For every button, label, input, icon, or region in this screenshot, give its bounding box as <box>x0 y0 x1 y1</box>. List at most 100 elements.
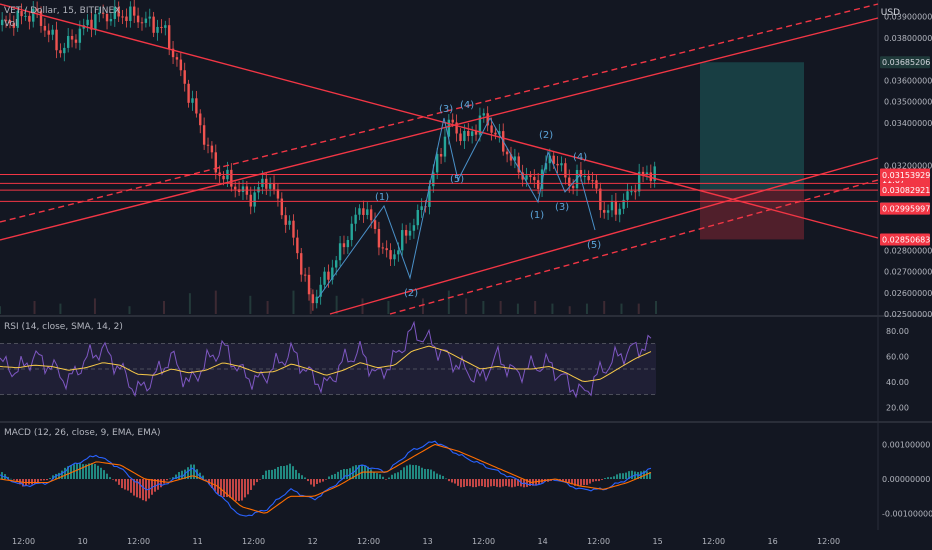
volume-bar <box>465 298 468 314</box>
candle-body <box>144 18 148 23</box>
candle-body <box>634 191 637 193</box>
candle-body <box>494 132 497 135</box>
macd-histogram-bar <box>397 472 399 479</box>
volume-bar <box>214 290 217 314</box>
macd-histogram-bar <box>466 479 468 487</box>
candle-body <box>606 210 610 213</box>
candle-body <box>366 209 369 215</box>
macd-histogram-bar <box>193 464 195 479</box>
macd-histogram-bar <box>253 479 255 486</box>
trend-line <box>389 179 879 315</box>
candle-body <box>156 26 159 33</box>
macd-histogram-bar <box>535 479 537 486</box>
candle-body <box>358 208 361 215</box>
macd-histogram-bar <box>589 479 591 484</box>
macd-histogram-bar <box>43 479 45 481</box>
elliott-wave-path <box>317 116 596 299</box>
candle-body <box>571 185 575 189</box>
macd-histogram-bar <box>505 479 507 486</box>
macd-histogram-bar <box>568 479 570 483</box>
volume-bar <box>309 288 312 314</box>
macd-histogram-bar <box>259 479 261 480</box>
macd-histogram-bar <box>451 479 453 483</box>
macd-histogram-bar <box>97 465 99 479</box>
trend-line <box>0 17 879 241</box>
macd-histogram-bar <box>271 469 273 479</box>
candle-body <box>74 39 78 43</box>
macd-histogram-bar <box>571 479 573 485</box>
macd-tick-label: 0.00000000 <box>882 475 930 484</box>
candle-body <box>362 208 365 215</box>
price-tag-label: 0.02995997 <box>882 205 930 214</box>
candle-body <box>43 25 47 31</box>
price-tick-label: 0.03400000 <box>884 119 932 128</box>
macd-histogram-bar <box>169 478 171 480</box>
candle-body <box>234 186 237 190</box>
macd-histogram-bar <box>106 473 108 479</box>
candle-body <box>490 125 493 133</box>
macd-histogram-bar <box>49 478 51 479</box>
macd-histogram-bar <box>94 464 96 479</box>
candle-body <box>117 7 120 17</box>
price-tick-label: 0.02800000 <box>884 246 932 255</box>
candle-body <box>556 163 559 166</box>
macd-histogram-bar <box>34 479 36 484</box>
candle-body <box>129 6 132 21</box>
candle-body <box>529 175 532 177</box>
candle-body <box>408 230 412 236</box>
macd-histogram-bar <box>67 466 69 479</box>
price-tick-label: 0.02600000 <box>884 289 932 298</box>
macd-histogram-bar <box>358 465 360 479</box>
candle-body <box>315 296 318 304</box>
price-tag-label: 0.03082921 <box>882 186 930 195</box>
macd-histogram-bar <box>601 479 603 480</box>
candle-body <box>416 210 419 226</box>
volume-bar <box>387 301 390 314</box>
macd-histogram-bar <box>70 465 72 479</box>
macd-histogram-bar <box>232 479 234 500</box>
macd-histogram-bar <box>511 479 513 488</box>
volume-bar <box>93 298 96 314</box>
candle-body <box>63 47 66 54</box>
macd-histogram-bar <box>76 463 78 479</box>
candle-body <box>385 248 388 251</box>
candle-body <box>47 30 50 35</box>
time-tick-label: 16 <box>768 537 778 546</box>
candle-body <box>133 6 136 16</box>
macd-histogram-bar <box>61 470 63 479</box>
time-tick-label: 12:00 <box>472 537 495 546</box>
macd-histogram-bar <box>421 467 423 479</box>
candle-body <box>610 201 614 211</box>
macd-histogram-bar <box>202 475 204 479</box>
candle-body <box>401 230 404 251</box>
candle-body <box>101 12 105 14</box>
candle-body <box>369 209 373 221</box>
candle-body <box>59 50 62 54</box>
macd-histogram-bar <box>175 474 177 479</box>
macd-histogram-bar <box>514 479 516 487</box>
macd-histogram-bar <box>439 474 441 479</box>
macd-line <box>0 440 652 517</box>
candle-body <box>591 180 594 182</box>
volume-bar <box>128 306 131 314</box>
macd-histogram-bar <box>298 473 300 479</box>
macd-histogram-bar <box>382 476 384 479</box>
candle-body <box>4 19 8 21</box>
candle-body <box>467 130 470 136</box>
macd-histogram-bar <box>631 470 633 479</box>
time-tick-label: 15 <box>653 537 663 546</box>
macd-histogram-bar <box>472 479 474 488</box>
macd-histogram-bar <box>301 475 303 479</box>
macd-histogram-bar <box>502 479 504 487</box>
macd-histogram-bar <box>277 467 279 479</box>
macd-histogram-bar <box>481 479 483 487</box>
macd-histogram-bar <box>577 479 579 487</box>
trend-line <box>0 3 879 223</box>
candle-body <box>548 155 552 164</box>
rsi-label: RSI (14, close, SMA, 14, 2) <box>4 322 123 332</box>
macd-histogram-bar <box>490 479 492 487</box>
macd-histogram-bar <box>82 464 84 479</box>
candle-body <box>420 206 423 211</box>
volume-bar <box>33 301 36 314</box>
